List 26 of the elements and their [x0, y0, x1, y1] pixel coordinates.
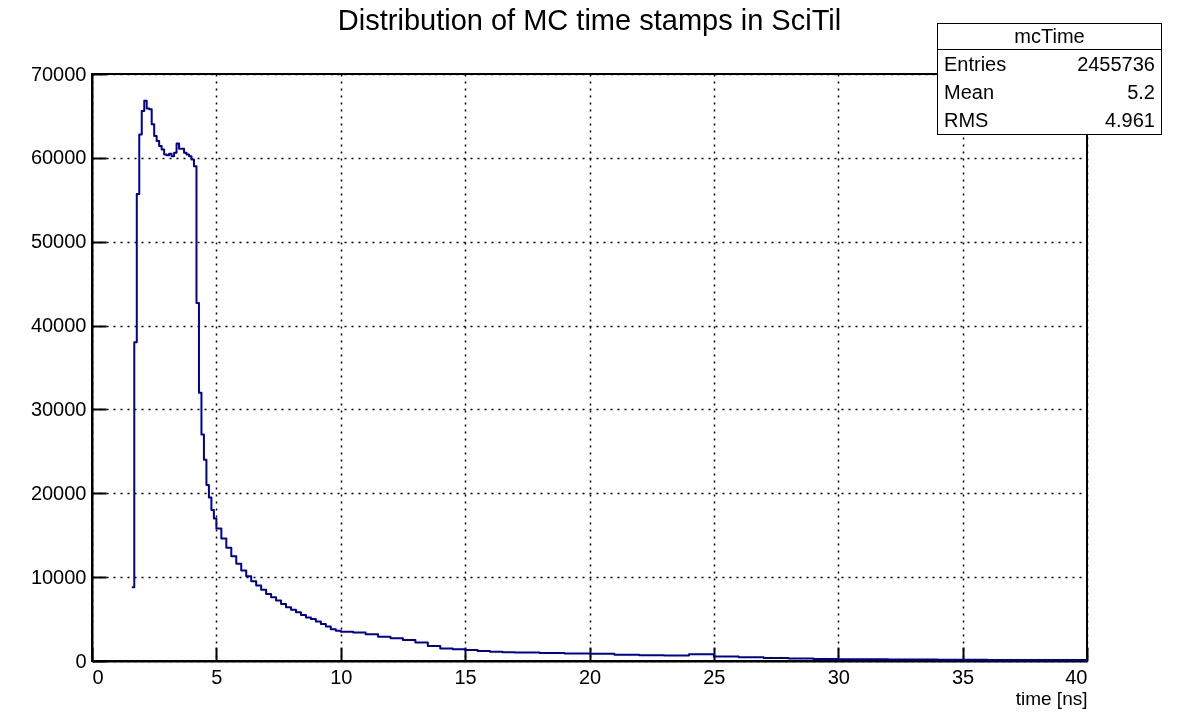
text: 5.2: [1127, 80, 1155, 105]
y-tick-label: 20000: [30, 481, 87, 504]
x-tick-label: 15: [454, 665, 477, 688]
x-tick-label: 5: [211, 665, 223, 688]
y-tick-label: 10000: [30, 565, 87, 588]
x-tick-label: 35: [952, 665, 975, 688]
annotation: Mean: [944, 80, 995, 105]
y-tick-label: 0: [75, 649, 87, 672]
x-tick-label: 0: [92, 665, 104, 688]
y-tick-label: 50000: [30, 230, 87, 253]
y-tick-label: 60000: [30, 146, 87, 169]
annotation: Entries: [944, 52, 1007, 77]
x-tick-label: 25: [703, 665, 726, 688]
x-tick-label: 40: [1065, 665, 1088, 688]
x-tick-label: 20: [578, 665, 602, 688]
y-tick-label: 70000: [30, 62, 87, 85]
x-axis-title: time [ns]: [1015, 687, 1088, 709]
annotation: RMS: [944, 108, 989, 133]
chart-title: Distribution of MC time stamps in SciTil: [337, 4, 842, 36]
x-tick-label: 10: [330, 665, 353, 688]
y-tick-label: 40000: [30, 314, 87, 337]
x-tick-label: 30: [827, 665, 850, 688]
y-tick-label: 30000: [30, 397, 87, 420]
annotation: 2455736: [1077, 52, 1155, 77]
text: 4.961: [1104, 108, 1155, 133]
text: mcTime: [938, 24, 1161, 50]
